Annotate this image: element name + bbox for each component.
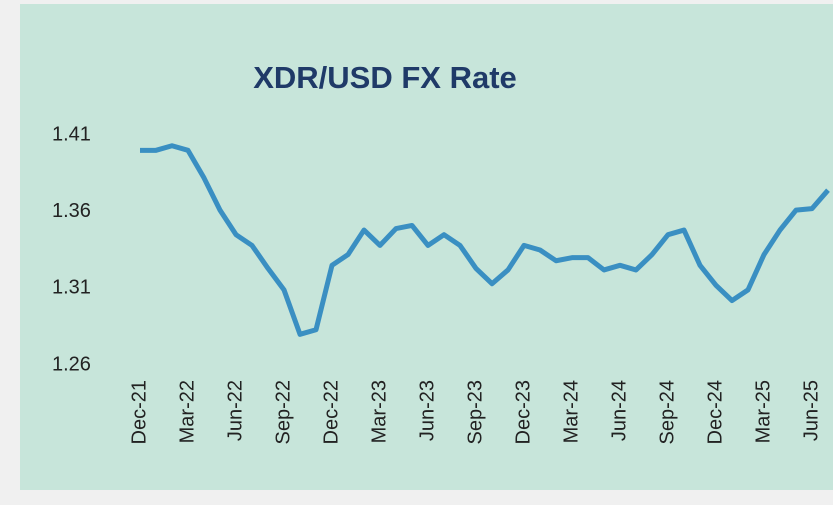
x-tick-label: Jun-25 bbox=[800, 380, 822, 441]
y-tick-label: 1.26 bbox=[52, 353, 91, 375]
x-tick-label: Dec-24 bbox=[704, 380, 726, 444]
x-tick-label: Sep-23 bbox=[464, 380, 486, 445]
x-tick-label: Sep-22 bbox=[272, 380, 294, 445]
x-tick-label: Jun-22 bbox=[224, 380, 246, 441]
x-tick-label: Jun-23 bbox=[416, 380, 438, 441]
x-tick-label: Dec-23 bbox=[512, 380, 534, 444]
x-tick-label: Dec-22 bbox=[320, 380, 342, 444]
x-tick-label: Mar-25 bbox=[752, 380, 774, 443]
y-tick-label: 1.31 bbox=[52, 277, 91, 299]
chart-title: XDR/USD FX Rate bbox=[253, 60, 517, 95]
x-tick-label: Jun-24 bbox=[608, 380, 630, 441]
x-tick-label: Sep-24 bbox=[656, 380, 678, 445]
x-tick-label: Mar-23 bbox=[368, 380, 390, 443]
x-tick-label: Mar-22 bbox=[176, 380, 198, 443]
x-tick-label: Mar-24 bbox=[560, 380, 582, 443]
y-tick-label: 1.41 bbox=[52, 123, 91, 145]
y-tick-label: 1.36 bbox=[52, 200, 91, 222]
data-line bbox=[140, 143, 830, 337]
x-tick-label: Dec-21 bbox=[128, 380, 150, 444]
